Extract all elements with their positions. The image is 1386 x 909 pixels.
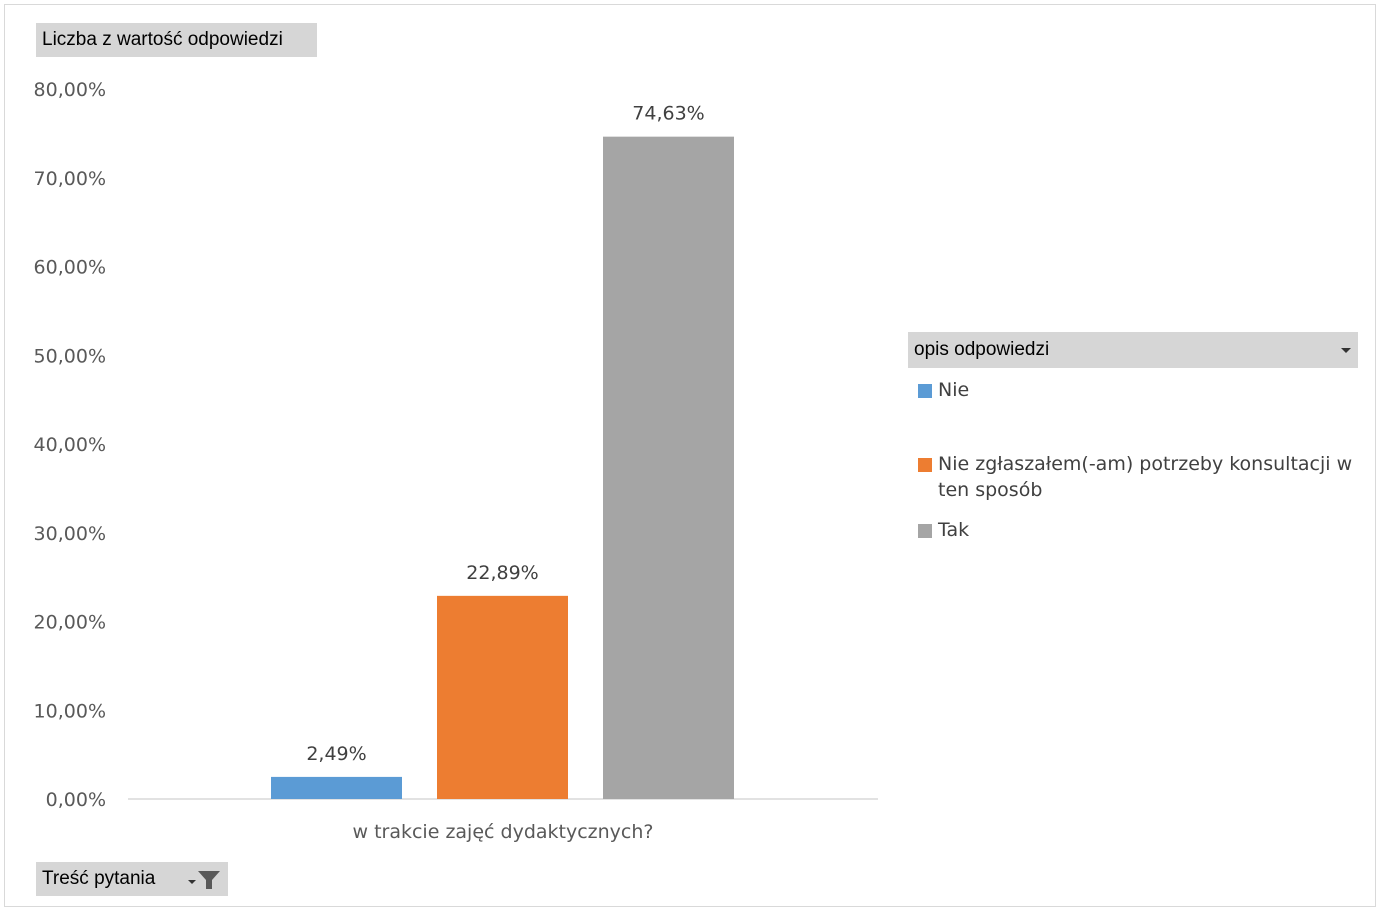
y-tick-label: 10,00%: [34, 700, 106, 722]
y-tick-label: 70,00%: [34, 168, 106, 190]
filter-icon[interactable]: [186, 867, 222, 891]
row-field-button[interactable]: Treść pytania: [36, 862, 228, 896]
legend-swatch: [918, 458, 932, 472]
legend-item-nie: Nie: [918, 377, 1368, 403]
y-tick-label: 80,00%: [34, 79, 106, 101]
bar-nie[interactable]: [271, 776, 402, 799]
chart-legend: Nie Nie zgłaszałem(-am) potrzeby konsult…: [918, 377, 1368, 557]
value-field-button[interactable]: Liczba z wartość odpowiedzi: [36, 23, 317, 57]
bar-nie-zglaszalem[interactable]: [437, 595, 568, 799]
legend-swatch: [918, 384, 932, 398]
y-tick-label: 60,00%: [34, 257, 106, 279]
y-tick-label: 30,00%: [34, 523, 106, 545]
row-field-label: Treść pytania: [42, 868, 156, 889]
legend-swatch: [918, 524, 932, 538]
y-tick-label: 20,00%: [34, 612, 106, 634]
legend-item-label: Nie zgłaszałem(-am) potrzeby konsultacji…: [938, 453, 1353, 501]
y-tick-label: 50,00%: [34, 345, 106, 367]
y-tick-label: 40,00%: [34, 434, 106, 456]
bar-tak[interactable]: [603, 136, 734, 799]
data-label: 22,89%: [466, 562, 538, 584]
legend-field-label: opis odpowiedzi: [914, 339, 1050, 360]
legend-item-label: Tak: [938, 519, 970, 541]
y-tick-label: 0,00%: [46, 789, 106, 811]
legend-item-nie-zglaszalem: Nie zgłaszałem(-am) potrzeby konsultacji…: [918, 451, 1368, 503]
legend-field-button[interactable]: opis odpowiedzi: [908, 332, 1358, 368]
legend-item-label: Nie: [938, 379, 970, 401]
legend-item-tak: Tak: [918, 517, 1368, 543]
x-category-label: w trakcie zajęć dydaktycznych?: [353, 821, 654, 843]
chevron-down-icon[interactable]: [1340, 339, 1352, 361]
value-field-label: Liczba z wartość odpowiedzi: [42, 29, 283, 50]
data-label: 2,49%: [306, 743, 366, 765]
data-label: 74,63%: [632, 103, 704, 125]
